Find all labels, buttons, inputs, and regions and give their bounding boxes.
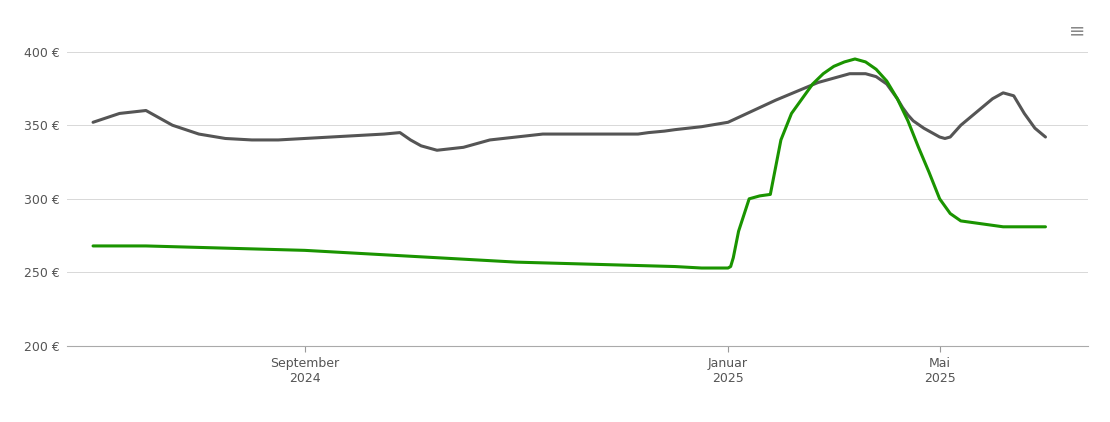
Text: ≡: ≡	[1069, 21, 1086, 40]
